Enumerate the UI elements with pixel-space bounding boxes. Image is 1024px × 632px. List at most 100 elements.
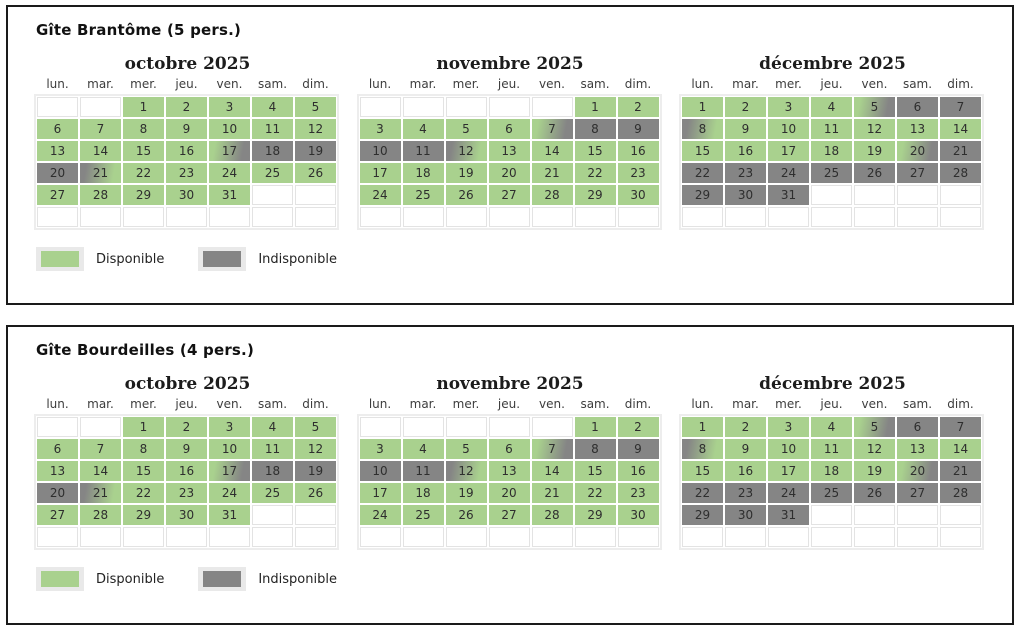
day-cell: 10	[359, 461, 401, 481]
weekday-label: mar.	[732, 77, 759, 91]
day-cell: 6	[488, 439, 530, 459]
day-cell: 15	[123, 141, 164, 161]
weekday-label: dim.	[302, 397, 329, 411]
day-cell: 24	[359, 185, 401, 205]
empty-cell	[811, 505, 852, 525]
weekday-label: ven.	[539, 397, 565, 411]
week-row: 27 28 29 30 31	[37, 505, 336, 525]
empty-cell	[445, 207, 487, 227]
empty-cell	[768, 207, 809, 227]
month-title: octobre 2025	[124, 374, 251, 394]
available-color-swatch	[41, 251, 79, 267]
weekday-label: ven.	[861, 77, 888, 91]
weekday-header-row: lun. mar. mer. jeu. ven. sam. dim.	[679, 77, 986, 91]
empty-cell	[617, 207, 659, 227]
empty-cell	[37, 527, 78, 547]
day-cell: 30	[617, 505, 659, 525]
empty-cell	[295, 207, 336, 227]
day-cell: 18	[252, 461, 293, 481]
day-cell: 29	[123, 185, 164, 205]
weekday-label: ven.	[539, 77, 565, 91]
day-cell: 28	[940, 483, 981, 503]
day-cell: 2	[725, 97, 766, 117]
day-cell: 2	[617, 97, 659, 117]
week-row: 10 11 12 13 14 15 16	[359, 141, 659, 161]
day-cell: 16	[725, 141, 766, 161]
week-row: 22 23 24 25 26 27 28	[682, 163, 981, 183]
day-cell: 14	[531, 461, 573, 481]
empty-cell	[37, 97, 78, 117]
day-cell: 7	[531, 439, 573, 459]
day-cell: 28	[531, 505, 573, 525]
day-cell: 4	[811, 417, 852, 437]
empty-cell	[209, 207, 250, 227]
day-cell: 23	[617, 163, 659, 183]
empty-cell	[531, 207, 573, 227]
empty-cell	[682, 527, 723, 547]
empty-cell	[488, 97, 530, 117]
day-cell: 17	[209, 141, 250, 161]
day-cell: 11	[252, 439, 293, 459]
empty-cell	[295, 527, 336, 547]
day-cell: 27	[37, 185, 78, 205]
weekday-label: sam.	[257, 77, 288, 91]
day-cell: 17	[768, 461, 809, 481]
day-cell: 13	[897, 119, 938, 139]
gite-panel-brantome: Gîte Brantôme (5 pers.) octobre 2025 lun.…	[6, 5, 1014, 305]
empty-cell	[295, 185, 336, 205]
gite-title: Gîte Brantôme (5 pers.)	[36, 21, 242, 39]
week-row: 29 30 31	[682, 185, 981, 205]
day-cell: 25	[252, 163, 293, 183]
day-cell: 9	[725, 119, 766, 139]
empty-cell	[811, 527, 852, 547]
day-cell: 29	[574, 185, 616, 205]
weekday-label: mer.	[775, 397, 802, 411]
month-calendar: novembre 2025 lun. mar. mer. jeu. ven. sam. dim…	[356, 54, 664, 231]
day-cell: 7	[531, 119, 573, 139]
day-cell: 17	[768, 141, 809, 161]
empty-cell	[252, 207, 293, 227]
day-cell: 2	[166, 417, 207, 437]
day-cell: 27	[897, 163, 938, 183]
day-cell: 14	[80, 461, 121, 481]
day-cell: 8	[682, 119, 723, 139]
month-title: octobre 2025	[124, 54, 251, 74]
day-cell: 29	[682, 505, 723, 525]
empty-cell	[252, 527, 293, 547]
weekday-header-row: lun. mar. mer. jeu. ven. sam. dim.	[357, 397, 664, 411]
day-cell: 11	[252, 119, 293, 139]
day-cell: 13	[897, 439, 938, 459]
day-cell: 5	[445, 119, 487, 139]
empty-cell	[768, 527, 809, 547]
day-cell: 12	[854, 439, 895, 459]
month-grid: 1 2 3 4 5 6 7 8 9 10 11 12 13 14 15 16 17 18 19 20 21 22 23 24 2…	[356, 414, 662, 550]
day-cell: 13	[37, 141, 78, 161]
day-cell: 30	[166, 505, 207, 525]
day-cell: 8	[123, 439, 164, 459]
day-cell: 23	[166, 483, 207, 503]
empty-cell	[488, 207, 530, 227]
day-cell: 21	[531, 163, 573, 183]
weekday-label: lun.	[368, 77, 392, 91]
day-cell: 28	[531, 185, 573, 205]
week-row: 13 14 15 16 17 18 19	[37, 461, 336, 481]
weekday-label: jeu.	[175, 397, 198, 411]
day-cell: 4	[252, 97, 293, 117]
empty-cell	[80, 97, 121, 117]
week-row	[37, 527, 336, 547]
weekday-label: jeu.	[497, 77, 521, 91]
day-cell: 20	[897, 461, 938, 481]
day-cell: 14	[940, 439, 981, 459]
day-cell: 12	[295, 119, 336, 139]
weekday-label: dim.	[624, 77, 652, 91]
day-cell: 22	[682, 163, 723, 183]
empty-cell	[166, 527, 207, 547]
day-cell: 20	[37, 483, 78, 503]
day-cell: 3	[768, 97, 809, 117]
empty-cell	[574, 527, 616, 547]
empty-cell	[359, 207, 401, 227]
legend-available-swatch-frame	[36, 567, 84, 591]
weekday-label: lun.	[691, 397, 714, 411]
empty-cell	[402, 97, 444, 117]
